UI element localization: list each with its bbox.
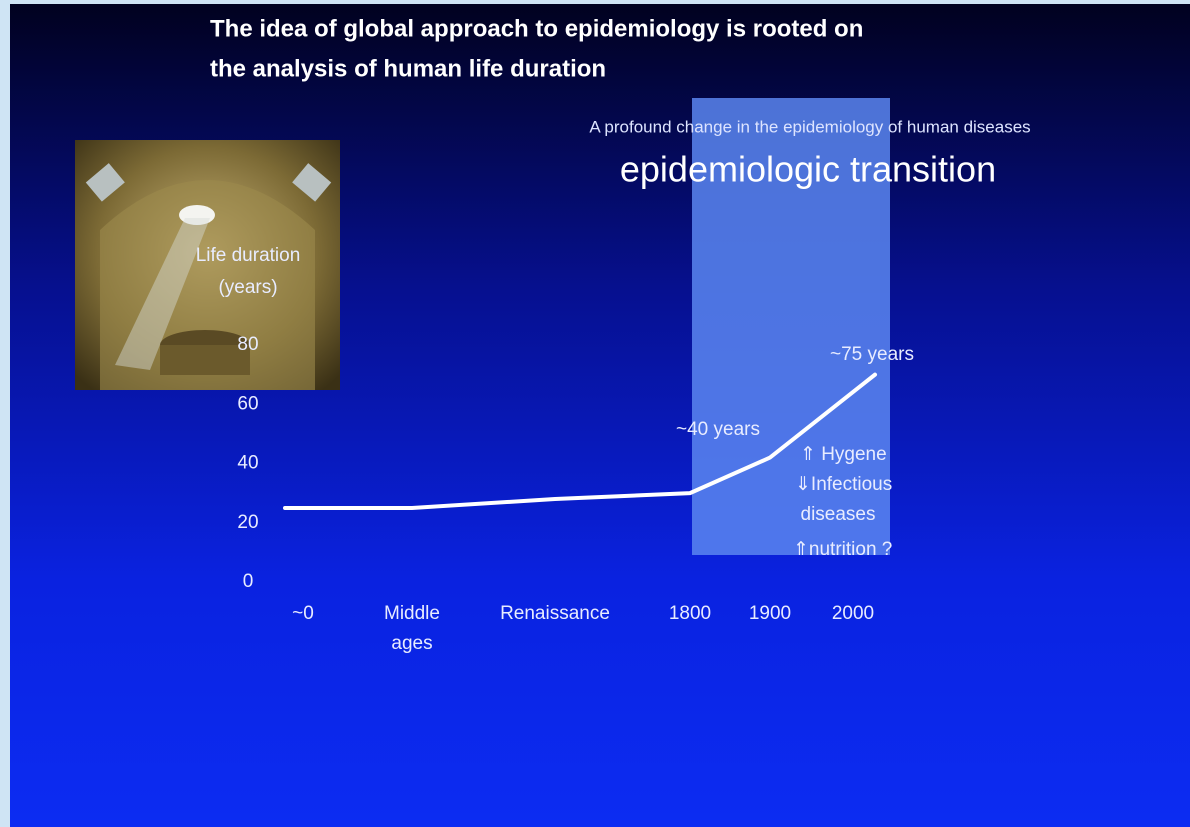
annotation: ~40 years xyxy=(676,419,760,440)
page: The idea of global approach to epidemiol… xyxy=(0,0,1190,827)
x-tick-label: ~0 xyxy=(292,603,314,624)
slide-title: The idea of global approach to epidemiol… xyxy=(210,15,863,42)
x-tick-label: 2000 xyxy=(832,603,874,624)
y-axis-title: Life duration xyxy=(196,245,301,266)
x-tick-label: Renaissance xyxy=(500,603,610,624)
chart-subtitle: A profound change in the epidemiology of… xyxy=(589,117,1030,136)
y-tick-label: 0 xyxy=(243,571,254,592)
chart-title: epidemiologic transition xyxy=(620,149,996,190)
y-tick-label: 80 xyxy=(237,334,258,355)
annotation: diseases xyxy=(801,504,876,525)
slide: The idea of global approach to epidemiol… xyxy=(0,0,1190,827)
annotation: ⇑ Hygene xyxy=(800,444,887,465)
y-tick-label: 60 xyxy=(237,393,258,414)
slide-title: the analysis of human life duration xyxy=(210,55,606,82)
y-tick-label: 20 xyxy=(237,512,258,533)
x-tick-label: 1800 xyxy=(669,603,711,624)
annotation: ⇑nutrition ? xyxy=(793,539,892,560)
annotation: ~75 years xyxy=(830,344,914,365)
x-tick-label: Middle xyxy=(384,603,440,624)
annotation: ⇓Infectious xyxy=(795,474,892,495)
y-axis-title: (years) xyxy=(218,277,277,298)
x-tick-label: ages xyxy=(391,633,432,654)
y-tick-label: 40 xyxy=(237,453,258,474)
x-tick-label: 1900 xyxy=(749,603,791,624)
